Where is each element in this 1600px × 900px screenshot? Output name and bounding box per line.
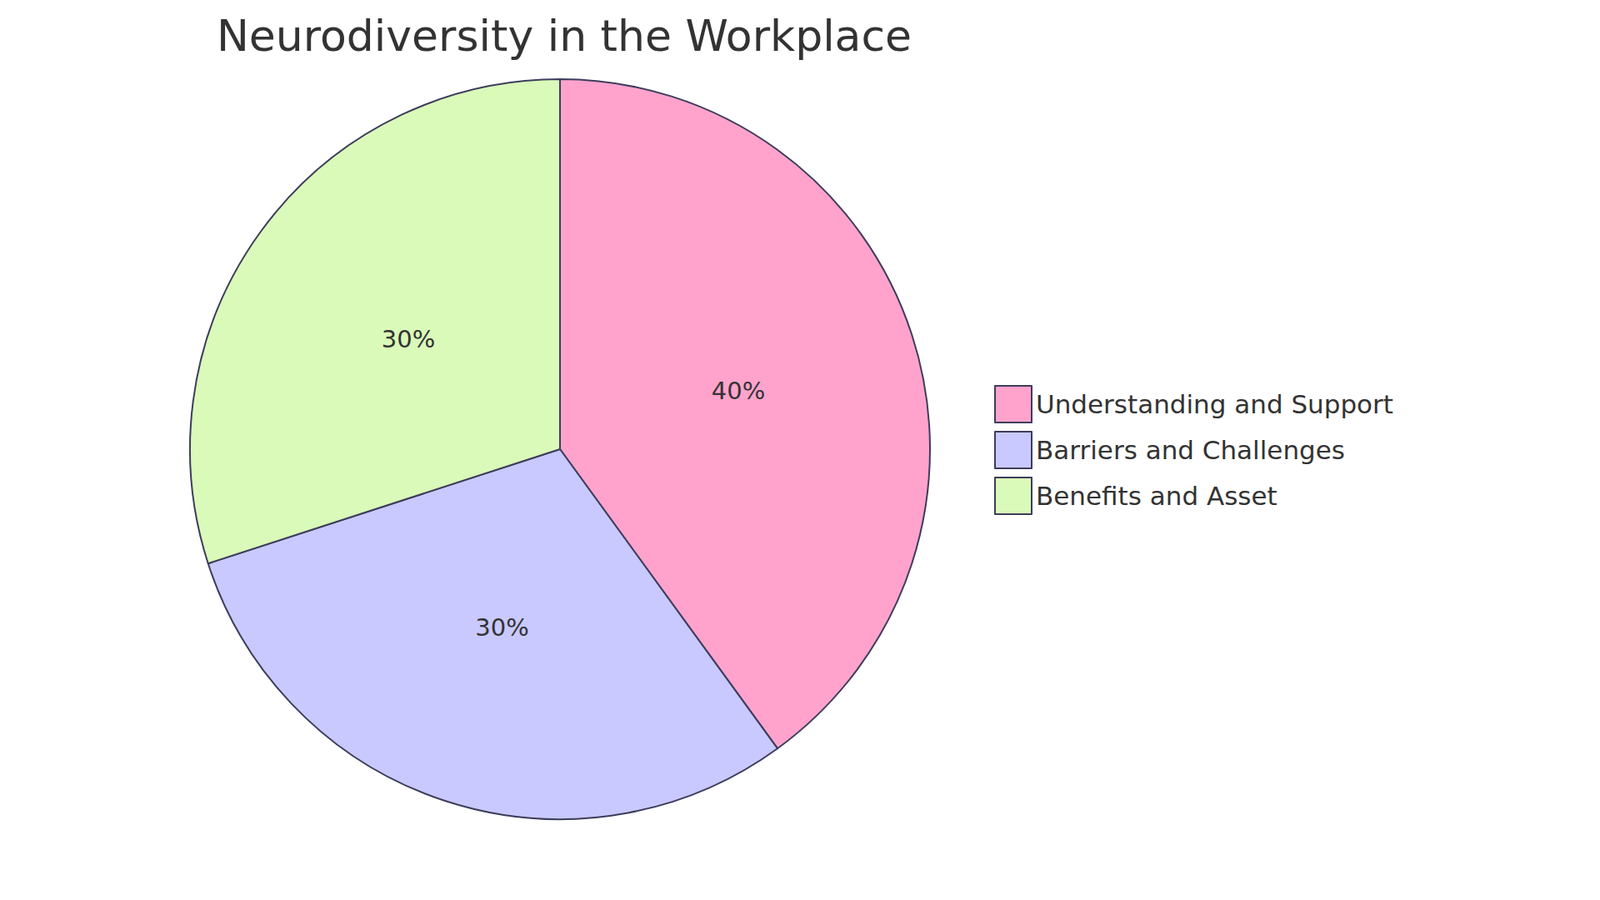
svg-text:Benefits and Asset: Benefits and Asset xyxy=(1035,480,1278,511)
svg-text:30%: 30% xyxy=(475,613,529,642)
svg-text:Understanding and Support: Understanding and Support xyxy=(1035,389,1394,420)
svg-text:Neurodiversity in the Workplac: Neurodiversity in the Workplace xyxy=(216,10,912,61)
svg-text:30%: 30% xyxy=(381,325,435,354)
svg-text:40%: 40% xyxy=(711,376,765,405)
svg-text:Barriers and Challenges: Barriers and Challenges xyxy=(1035,435,1345,465)
